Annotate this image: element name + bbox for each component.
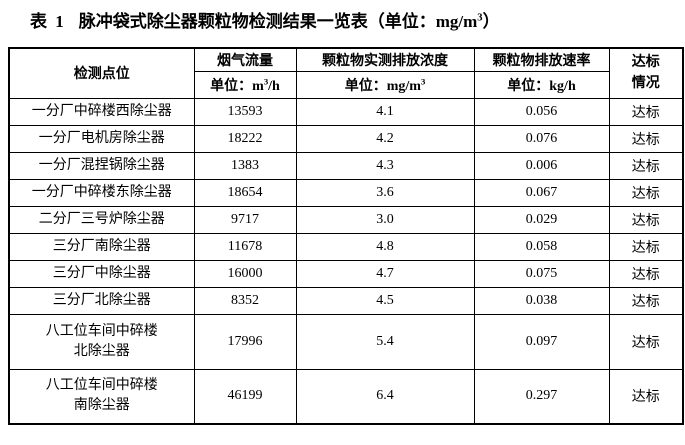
table-header-row-1: 检测点位 烟气流量 颗粒物实测排放浓度 颗粒物排放速率 达标 情况 <box>8 47 684 99</box>
cell-point: 八工位车间中碎楼 南除尘器 <box>8 368 195 425</box>
table-row: 三分厂北除尘器 8352 4.5 0.038 达标 <box>8 286 684 315</box>
unit-flow-suffix: /h <box>268 78 280 94</box>
cell-status: 达标 <box>608 178 684 207</box>
cell-point: 一分厂电机房除尘器 <box>8 124 195 153</box>
table-title: 表 1 脉冲袋式除尘器颗粒物检测结果一览表（单位：mg/m3） <box>30 10 685 34</box>
table-row: 二分厂三号炉除尘器 9717 3.0 0.029 达标 <box>8 205 684 234</box>
cell-point: 八工位车间中碎楼 北除尘器 <box>8 313 195 370</box>
table-number-label: 表 1 <box>30 12 66 31</box>
cell-rate: 0.097 <box>473 313 610 370</box>
unit-flow-superscript: 3 <box>263 75 269 86</box>
cell-flow: 9717 <box>193 205 297 234</box>
cell-rate: 0.029 <box>473 205 610 234</box>
cell-concentration: 6.4 <box>295 368 475 425</box>
table-row: 一分厂电机房除尘器 18222 4.2 0.076 达标 <box>8 124 684 153</box>
col-header-status: 达标 情况 <box>608 47 684 99</box>
cell-rate: 0.067 <box>473 178 610 207</box>
unit-header-concentration: 单位：mg/m3 <box>295 70 475 99</box>
col-header-point: 检测点位 <box>8 47 195 99</box>
table-row: 三分厂中除尘器 16000 4.7 0.075 达标 <box>8 259 684 288</box>
cell-flow: 46199 <box>193 368 297 425</box>
cell-flow: 17996 <box>193 313 297 370</box>
cell-point: 一分厂混捏锅除尘器 <box>8 151 195 180</box>
cell-flow: 13593 <box>193 97 297 126</box>
cell-rate: 0.038 <box>473 286 610 315</box>
cell-concentration: 3.0 <box>295 205 475 234</box>
cell-status: 达标 <box>608 205 684 234</box>
table-row: 八工位车间中碎楼 南除尘器 46199 6.4 0.297 达标 <box>8 368 684 425</box>
table-title-text: 脉冲袋式除尘器颗粒物检测结果一览表 <box>78 12 368 31</box>
status-header-line2: 情况 <box>631 76 660 92</box>
table-row: 八工位车间中碎楼 北除尘器 17996 5.4 0.097 达标 <box>8 313 684 370</box>
cell-flow: 16000 <box>193 259 297 288</box>
col-header-flow: 烟气流量 <box>193 47 297 72</box>
cell-rate: 0.058 <box>473 232 610 261</box>
unit-header-rate: 单位：kg/h <box>473 70 610 99</box>
cell-concentration: 4.1 <box>295 97 475 126</box>
cell-rate: 0.076 <box>473 124 610 153</box>
cell-point: 二分厂三号炉除尘器 <box>8 205 195 234</box>
unit-concentration-text: 单位：mg/m <box>344 78 421 94</box>
cell-flow: 18654 <box>193 178 297 207</box>
table-row: 一分厂中碎楼东除尘器 18654 3.6 0.067 达标 <box>8 178 684 207</box>
cell-status: 达标 <box>608 124 684 153</box>
cell-flow: 11678 <box>193 232 297 261</box>
cell-point: 三分厂中除尘器 <box>8 259 195 288</box>
table-row: 三分厂南除尘器 11678 4.8 0.058 达标 <box>8 232 684 261</box>
cell-rate: 0.297 <box>473 368 610 425</box>
cell-rate: 0.075 <box>473 259 610 288</box>
cell-status: 达标 <box>608 313 684 370</box>
cell-concentration: 4.8 <box>295 232 475 261</box>
document-page: 表 1 脉冲袋式除尘器颗粒物检测结果一览表（单位：mg/m3） 检测点位 烟气流量… <box>0 10 685 445</box>
cell-flow: 1383 <box>193 151 297 180</box>
table-row: 一分厂中碎楼西除尘器 13593 4.1 0.056 达标 <box>8 97 684 126</box>
cell-status: 达标 <box>608 368 684 425</box>
cell-status: 达标 <box>608 97 684 126</box>
unit-header-flow: 单位：m3/h <box>193 70 297 99</box>
cell-point: 三分厂北除尘器 <box>8 286 195 315</box>
cell-flow: 8352 <box>193 286 297 315</box>
table-header-row-2: 单位：m3/h 单位：mg/m3 单位：kg/h <box>9 70 683 99</box>
cell-status: 达标 <box>608 259 684 288</box>
cell-status: 达标 <box>608 286 684 315</box>
unit-rate-text: 单位：kg/h <box>507 78 576 94</box>
cell-point: 一分厂中碎楼东除尘器 <box>8 178 195 207</box>
unit-concentration-superscript: 3 <box>420 75 426 86</box>
cell-concentration: 3.6 <box>295 178 475 207</box>
table-title-unit-close: ） <box>482 12 500 31</box>
cell-concentration: 4.7 <box>295 259 475 288</box>
cell-concentration: 4.2 <box>295 124 475 153</box>
status-header-line1: 达标 <box>631 55 660 71</box>
table-row: 一分厂混捏锅除尘器 1383 4.3 0.006 达标 <box>8 151 684 180</box>
col-header-rate: 颗粒物排放速率 <box>473 47 610 72</box>
table-title-unit-superscript: 3 <box>477 12 483 24</box>
col-header-concentration: 颗粒物实测排放浓度 <box>295 47 475 72</box>
cell-flow: 18222 <box>193 124 297 153</box>
cell-concentration: 5.4 <box>295 313 475 370</box>
cell-concentration: 4.3 <box>295 151 475 180</box>
results-table: 检测点位 烟气流量 颗粒物实测排放浓度 颗粒物排放速率 达标 情况 单位：m3/… <box>8 47 684 425</box>
cell-status: 达标 <box>608 151 684 180</box>
cell-rate: 0.056 <box>473 97 610 126</box>
cell-point: 三分厂南除尘器 <box>8 232 195 261</box>
cell-status: 达标 <box>608 232 684 261</box>
cell-concentration: 4.5 <box>295 286 475 315</box>
unit-flow-text: 单位：m <box>210 78 264 94</box>
cell-point: 一分厂中碎楼西除尘器 <box>8 97 195 126</box>
cell-rate: 0.006 <box>473 151 610 180</box>
table-title-unit: （单位：mg/m <box>367 12 478 31</box>
